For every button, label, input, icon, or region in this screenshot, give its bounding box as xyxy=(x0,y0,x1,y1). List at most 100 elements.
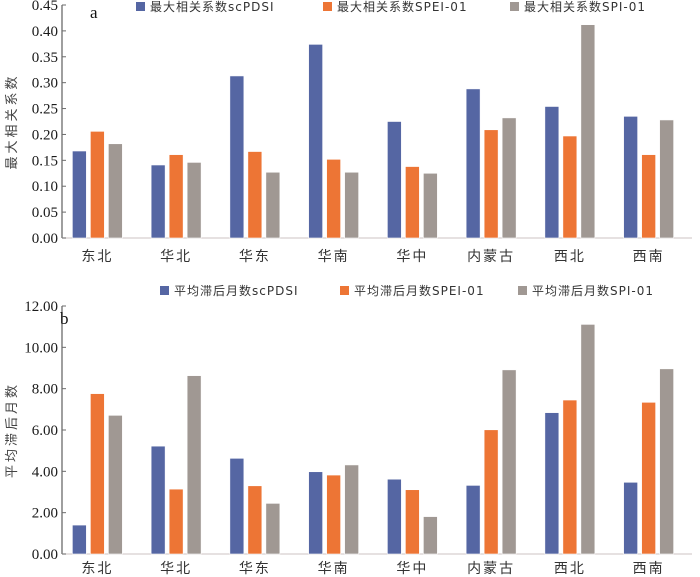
bar xyxy=(580,24,596,239)
bar xyxy=(308,44,323,239)
bar xyxy=(387,478,402,555)
x-tick-label: 东北 xyxy=(81,561,113,577)
y-axis-label: 平均滞后月数 xyxy=(5,382,20,478)
x-tick-label: 华中 xyxy=(396,561,428,577)
bar xyxy=(544,412,560,555)
y-tick-label: 0.40 xyxy=(32,24,58,40)
x-tick-label: 西南 xyxy=(633,561,665,577)
legend-swatch xyxy=(136,2,145,11)
bar xyxy=(108,415,123,555)
bar xyxy=(229,75,245,239)
bar xyxy=(483,129,499,239)
bar xyxy=(326,474,341,555)
chart-panel-b: 0.00 2.00 4.00 6.00 8.00 10.00 12.00 平均滞后月数 b 东北 华… xyxy=(5,283,692,577)
legend-item: 最大相关系数SPI-01 xyxy=(510,0,646,14)
bar xyxy=(168,154,184,239)
y-tick-label: 0.00 xyxy=(32,547,58,563)
bar xyxy=(265,171,281,239)
legend-label: 平均滞后月数SPEI-01 xyxy=(354,283,485,298)
bar xyxy=(562,399,578,555)
legend-label: 最大相关系数scPDSI xyxy=(150,0,274,14)
y-tick-label: 0.00 xyxy=(32,231,58,247)
y-tick-label: 0.10 xyxy=(32,179,58,195)
bar xyxy=(623,116,638,239)
legend-item: 最大相关系数SPEI-01 xyxy=(323,0,468,14)
legend-item: 最大相关系数scPDSI xyxy=(136,0,274,14)
bar xyxy=(344,171,359,239)
y-tick-label: 0.30 xyxy=(32,76,58,92)
x-tick-label: 内蒙古 xyxy=(467,561,515,577)
bar xyxy=(483,429,499,555)
legend-label: 最大相关系数SPEI-01 xyxy=(337,0,468,14)
x-tick-label: 西南 xyxy=(633,249,665,265)
bar xyxy=(247,485,263,555)
legend-item: 平均滞后月数SPI-01 xyxy=(518,283,653,298)
y-tick-label: 0.35 xyxy=(32,50,58,66)
bar xyxy=(265,503,281,555)
bar xyxy=(659,368,674,555)
x-tick-label: 东北 xyxy=(81,249,113,265)
bar xyxy=(423,172,438,239)
y-tick-label: 0.15 xyxy=(32,153,58,169)
bar xyxy=(186,162,202,239)
bar xyxy=(465,485,481,555)
bar xyxy=(405,166,420,239)
legend-label: 最大相关系数SPI-01 xyxy=(524,0,646,14)
bar xyxy=(344,464,359,555)
bar xyxy=(501,117,517,239)
y-tick-label: 0.05 xyxy=(32,205,58,221)
legend-item: 平均滞后月数scPDSI xyxy=(160,283,298,298)
bar xyxy=(387,121,402,239)
x-tick-label: 华东 xyxy=(239,249,271,265)
panel-label: a xyxy=(90,3,98,22)
legend-swatch xyxy=(518,286,527,295)
y-tick-label: 10.00 xyxy=(24,340,58,356)
panel-label: b xyxy=(60,309,69,328)
x-tick-label: 内蒙古 xyxy=(467,249,515,265)
bar xyxy=(501,369,517,555)
bar xyxy=(229,458,245,555)
x-tick-label: 华北 xyxy=(160,249,192,265)
legend-swatch xyxy=(160,286,169,295)
bar xyxy=(72,150,87,239)
bar xyxy=(580,324,596,555)
y-axis-label: 最大相关系数 xyxy=(5,73,20,169)
legend-swatch xyxy=(340,286,349,295)
y-tick-label: 6.00 xyxy=(32,423,58,439)
y-tick-label: 0.20 xyxy=(32,127,58,143)
bar xyxy=(623,481,638,555)
bar xyxy=(90,131,105,239)
chart-panel-a: 0.00 0.05 0.10 0.15 0.20 0.25 0.30 0.35 0.40 0.45… xyxy=(5,0,692,265)
y-tick-label: 2.00 xyxy=(32,506,58,522)
bar xyxy=(659,119,674,239)
bar xyxy=(308,471,323,555)
bar xyxy=(247,151,263,239)
legend-swatch xyxy=(510,2,519,11)
y-tick-label: 8.00 xyxy=(32,382,58,398)
bar xyxy=(168,488,184,555)
bar xyxy=(108,143,123,239)
bar xyxy=(562,135,578,239)
legend-item: 平均滞后月数SPEI-01 xyxy=(340,283,485,298)
legend-swatch xyxy=(323,2,332,11)
y-tick-label: 0.25 xyxy=(32,102,58,118)
bar xyxy=(544,106,560,239)
y-tick-label: 12.00 xyxy=(24,299,58,315)
bar xyxy=(405,489,420,555)
bar xyxy=(150,164,166,239)
bar xyxy=(72,524,87,555)
bar xyxy=(641,402,656,555)
bar xyxy=(150,445,166,555)
x-tick-label: 华南 xyxy=(318,249,350,265)
x-tick-label: 华北 xyxy=(160,561,192,577)
x-tick-label: 华中 xyxy=(396,249,428,265)
y-tick-label: 0.45 xyxy=(32,0,58,14)
bar xyxy=(326,158,341,239)
bar xyxy=(465,88,481,239)
x-tick-label: 西北 xyxy=(554,249,586,265)
bar xyxy=(641,154,656,239)
legend-label: 平均滞后月数scPDSI xyxy=(174,283,298,298)
x-tick-label: 西北 xyxy=(554,561,586,577)
x-tick-label: 华东 xyxy=(239,561,271,577)
